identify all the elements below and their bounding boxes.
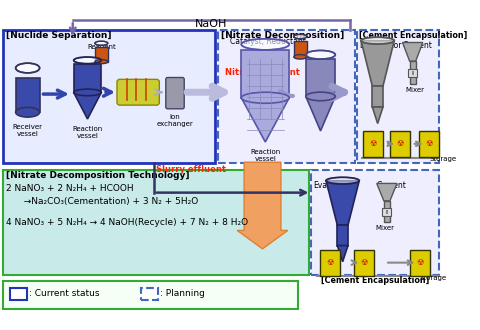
Ellipse shape (16, 107, 40, 117)
Ellipse shape (361, 37, 394, 44)
Ellipse shape (241, 92, 289, 103)
Text: [Cement Encapsulation]: [Cement Encapsulation] (359, 31, 468, 41)
Bar (363, 131, 383, 157)
FancyBboxPatch shape (166, 78, 184, 109)
Bar (306, 59, 335, 96)
Bar (218, 30, 355, 163)
Text: Ultra
filtration: Ultra filtration (123, 80, 153, 93)
Text: [Nitrate Decomposition]: [Nitrate Decomposition] (221, 31, 344, 41)
Text: [Nitrate Decomposition Technology]: [Nitrate Decomposition Technology] (6, 172, 189, 181)
Text: Storage: Storage (419, 275, 446, 280)
Text: NaOH: NaOH (195, 19, 227, 29)
Ellipse shape (74, 89, 101, 96)
Bar (410, 250, 430, 276)
Polygon shape (361, 41, 394, 86)
Text: II: II (411, 71, 414, 76)
Text: Receiver
vessel: Receiver vessel (12, 124, 43, 138)
Polygon shape (337, 246, 348, 262)
Text: Evaporator: Evaporator (313, 181, 356, 190)
Polygon shape (326, 181, 359, 225)
Text: Catalyst, Reductant: Catalyst, Reductant (230, 37, 306, 46)
Text: 2 NaNO₃ + 2 N₂H₄ + HCOOH: 2 NaNO₃ + 2 N₂H₄ + HCOOH (6, 184, 134, 193)
Polygon shape (306, 96, 335, 131)
Text: Mixer: Mixer (376, 225, 395, 231)
Bar (3, 170, 309, 275)
Bar (372, 86, 383, 107)
Text: Ion
exchanger: Ion exchanger (156, 114, 193, 127)
Bar (384, 201, 390, 222)
Ellipse shape (306, 92, 335, 101)
Bar (390, 131, 410, 157)
Text: Storage: Storage (429, 156, 456, 162)
Bar (358, 30, 439, 163)
Text: ☢: ☢ (369, 139, 377, 148)
Text: 4 NaNO₃ + 5 N₂H₄ → 4 NaOH(Recycle) + 7 N₂ + 8 H₂O: 4 NaNO₃ + 5 N₂H₄ → 4 NaOH(Recycle) + 7 N… (6, 217, 249, 226)
Bar (95, 47, 108, 62)
Bar (10, 287, 27, 300)
Ellipse shape (326, 177, 359, 184)
Text: Mixer: Mixer (405, 87, 424, 93)
Bar (3, 30, 215, 163)
Bar (337, 225, 348, 246)
Text: Reagent: Reagent (87, 44, 116, 50)
Bar (409, 61, 416, 84)
Text: ☢: ☢ (326, 258, 334, 267)
Polygon shape (241, 98, 289, 142)
Text: Cement: Cement (403, 41, 432, 49)
Ellipse shape (16, 63, 40, 73)
Ellipse shape (306, 50, 335, 59)
Text: [Cement Encapsulation]: [Cement Encapsulation] (321, 277, 429, 285)
Ellipse shape (294, 55, 307, 59)
Text: II: II (385, 210, 388, 215)
Polygon shape (74, 92, 101, 119)
Polygon shape (377, 183, 397, 201)
Bar (294, 41, 307, 57)
Bar (354, 250, 374, 276)
Text: →Na₂CO₃(Cementation) + 3 N₂ + 5H₂O: →Na₂CO₃(Cementation) + 3 N₂ + 5H₂O (17, 197, 198, 206)
Text: : Current status: : Current status (29, 289, 100, 298)
Text: ☢: ☢ (396, 139, 404, 148)
Bar (74, 64, 101, 92)
Text: [Nuclide Separation]: [Nuclide Separation] (6, 31, 111, 41)
Ellipse shape (241, 39, 289, 50)
Text: Cement: Cement (377, 181, 407, 190)
Ellipse shape (95, 60, 108, 64)
Text: : Planning: : Planning (160, 289, 205, 298)
Bar (382, 208, 391, 216)
Ellipse shape (294, 34, 307, 39)
Bar (3, 281, 298, 309)
Bar (408, 69, 417, 77)
FancyBboxPatch shape (117, 79, 159, 105)
FancyArrow shape (237, 162, 288, 249)
Polygon shape (403, 43, 423, 61)
Ellipse shape (95, 41, 108, 45)
Text: Evaporator: Evaporator (359, 41, 402, 49)
Bar (241, 50, 289, 98)
Text: Reaction
vessel: Reaction vessel (250, 149, 280, 162)
Ellipse shape (74, 57, 101, 64)
Bar (320, 250, 340, 276)
Text: Slurry effluent: Slurry effluent (156, 165, 226, 174)
Text: ☢: ☢ (360, 258, 368, 267)
Bar (312, 170, 439, 275)
Text: Nitrate effluent: Nitrate effluent (225, 68, 300, 77)
Bar (141, 287, 157, 300)
Bar (16, 78, 40, 112)
Bar (419, 131, 439, 157)
Polygon shape (372, 107, 383, 123)
Text: Reaction
vessel: Reaction vessel (72, 126, 103, 139)
Text: ☢: ☢ (416, 258, 424, 267)
Text: ☢: ☢ (425, 139, 433, 148)
